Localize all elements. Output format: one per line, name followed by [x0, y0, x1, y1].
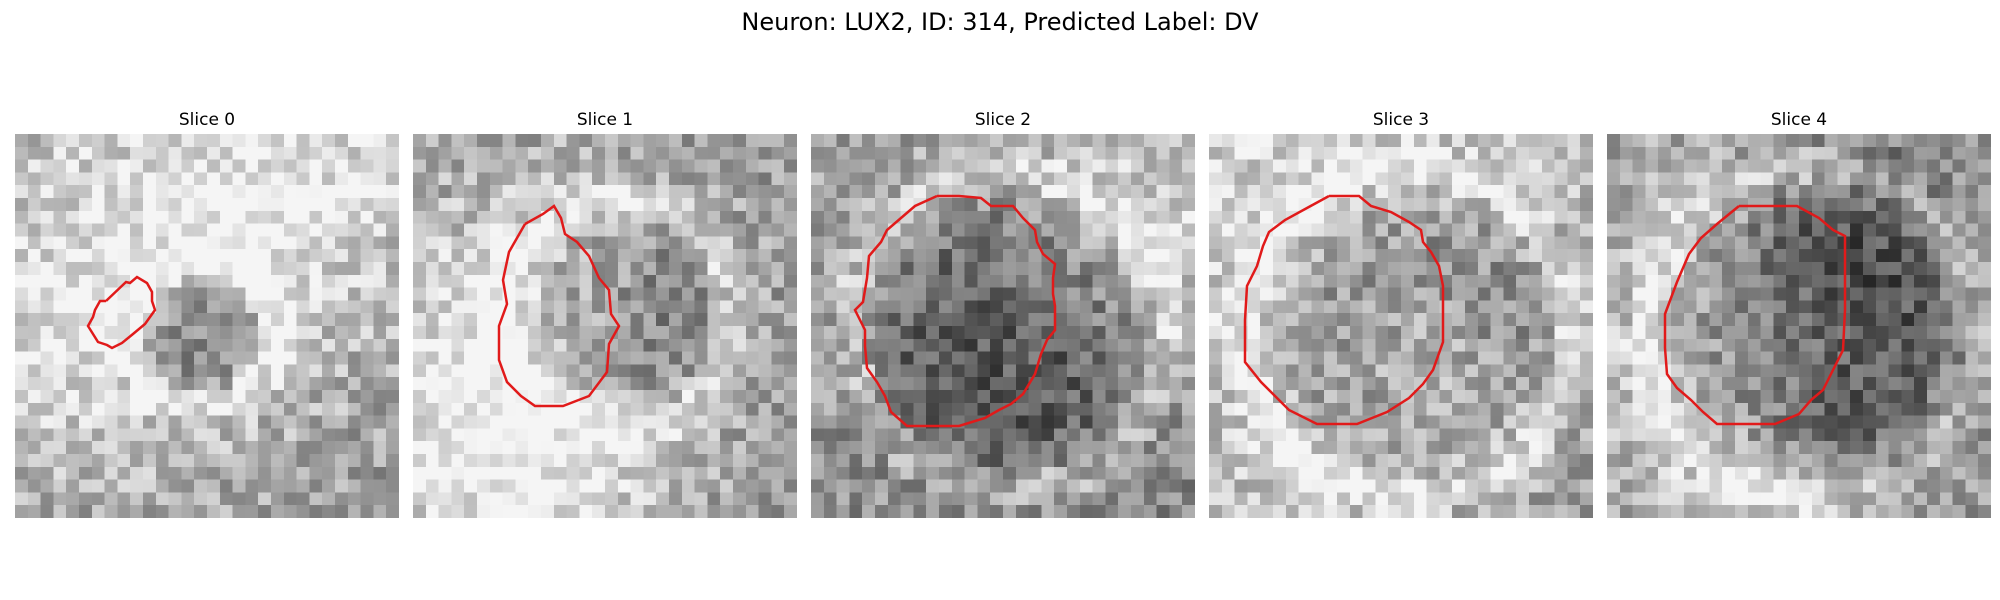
- segmentation-contour: [1663, 204, 1847, 426]
- slice-title: Slice 1: [576, 110, 634, 130]
- segmentation-contour: [1243, 194, 1445, 426]
- slice-panel-1: Slice 1: [413, 108, 797, 518]
- segmentation-contour: [853, 194, 1057, 428]
- slice-title: Slice 2: [974, 110, 1032, 130]
- segmentation-contour: [497, 204, 621, 408]
- segmentation-contour: [86, 275, 157, 350]
- slice-title: Slice 3: [1372, 110, 1430, 130]
- slice-image: [811, 134, 1195, 518]
- slice-panel-0: Slice 0: [15, 108, 399, 518]
- slice-image: [1607, 134, 1991, 518]
- slice-title: Slice 0: [178, 110, 236, 130]
- slice-title: Slice 4: [1770, 110, 1828, 130]
- slice-panel-3: Slice 3: [1209, 108, 1593, 518]
- slice-panel-4: Slice 4: [1607, 108, 1991, 518]
- slice-image: [413, 134, 797, 518]
- figure-title: Neuron: LUX2, ID: 314, Predicted Label: …: [741, 8, 1259, 36]
- slice-panel-2: Slice 2: [811, 108, 1195, 518]
- slice-image: [15, 134, 399, 518]
- slice-image: [1209, 134, 1593, 518]
